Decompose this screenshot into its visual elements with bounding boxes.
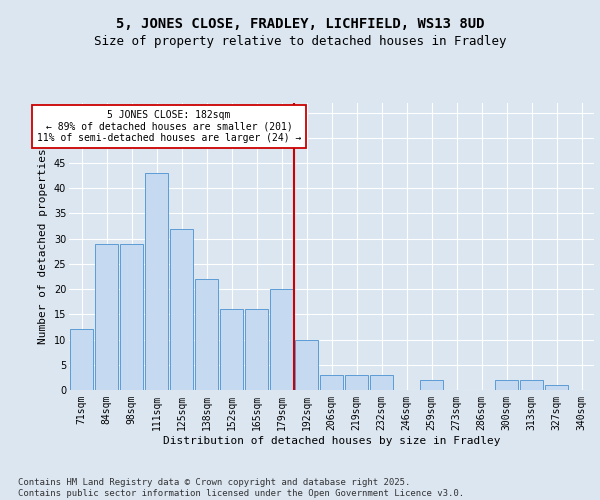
Bar	[220, 310, 244, 390]
Bar	[344, 375, 368, 390]
Bar	[269, 289, 293, 390]
Bar	[145, 173, 169, 390]
Bar	[545, 385, 568, 390]
Bar	[170, 228, 193, 390]
Bar	[95, 244, 118, 390]
Bar	[494, 380, 518, 390]
X-axis label: Distribution of detached houses by size in Fradley: Distribution of detached houses by size …	[163, 436, 500, 446]
Text: 5 JONES CLOSE: 182sqm
← 89% of detached houses are smaller (201)
11% of semi-det: 5 JONES CLOSE: 182sqm ← 89% of detached …	[37, 110, 301, 144]
Bar	[520, 380, 544, 390]
Text: Contains HM Land Registry data © Crown copyright and database right 2025.
Contai: Contains HM Land Registry data © Crown c…	[18, 478, 464, 498]
Text: 5, JONES CLOSE, FRADLEY, LICHFIELD, WS13 8UD: 5, JONES CLOSE, FRADLEY, LICHFIELD, WS13…	[116, 18, 484, 32]
Bar	[245, 310, 268, 390]
Bar	[320, 375, 343, 390]
Y-axis label: Number of detached properties: Number of detached properties	[38, 148, 48, 344]
Bar	[70, 330, 94, 390]
Bar	[419, 380, 443, 390]
Bar	[370, 375, 394, 390]
Bar	[194, 279, 218, 390]
Bar	[295, 340, 319, 390]
Text: Size of property relative to detached houses in Fradley: Size of property relative to detached ho…	[94, 35, 506, 48]
Bar	[119, 244, 143, 390]
